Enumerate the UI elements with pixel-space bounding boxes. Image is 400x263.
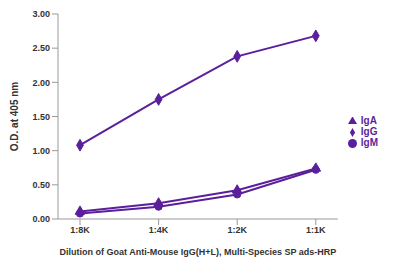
html-text:IgA: IgA — [360, 115, 377, 126]
svg-text:2.50: 2.50 — [32, 43, 50, 53]
svg-text:Dilution of Goat Anti-Mouse Ig: Dilution of Goat Anti-Mouse IgG(H+L), Mu… — [60, 247, 337, 257]
html-text:IgM: IgM — [360, 137, 378, 148]
svg-text:0.50: 0.50 — [32, 180, 50, 190]
svg-text:1:2K: 1:2K — [227, 225, 247, 235]
svg-text:O.D. at 405 nm: O.D. at 405 nm — [9, 82, 20, 152]
svg-text:1:8K: 1:8K — [70, 225, 90, 235]
svg-text:0.00: 0.00 — [32, 214, 50, 224]
svg-text:1:1K: 1:1K — [306, 225, 326, 235]
html-text:IgG: IgG — [360, 126, 378, 137]
svg-text:1.50: 1.50 — [32, 112, 50, 122]
svg-text:3.00: 3.00 — [32, 9, 50, 19]
svg-text:2.00: 2.00 — [32, 78, 50, 88]
svg-text:1:4K: 1:4K — [149, 225, 169, 235]
svg-text:1.00: 1.00 — [32, 146, 50, 156]
